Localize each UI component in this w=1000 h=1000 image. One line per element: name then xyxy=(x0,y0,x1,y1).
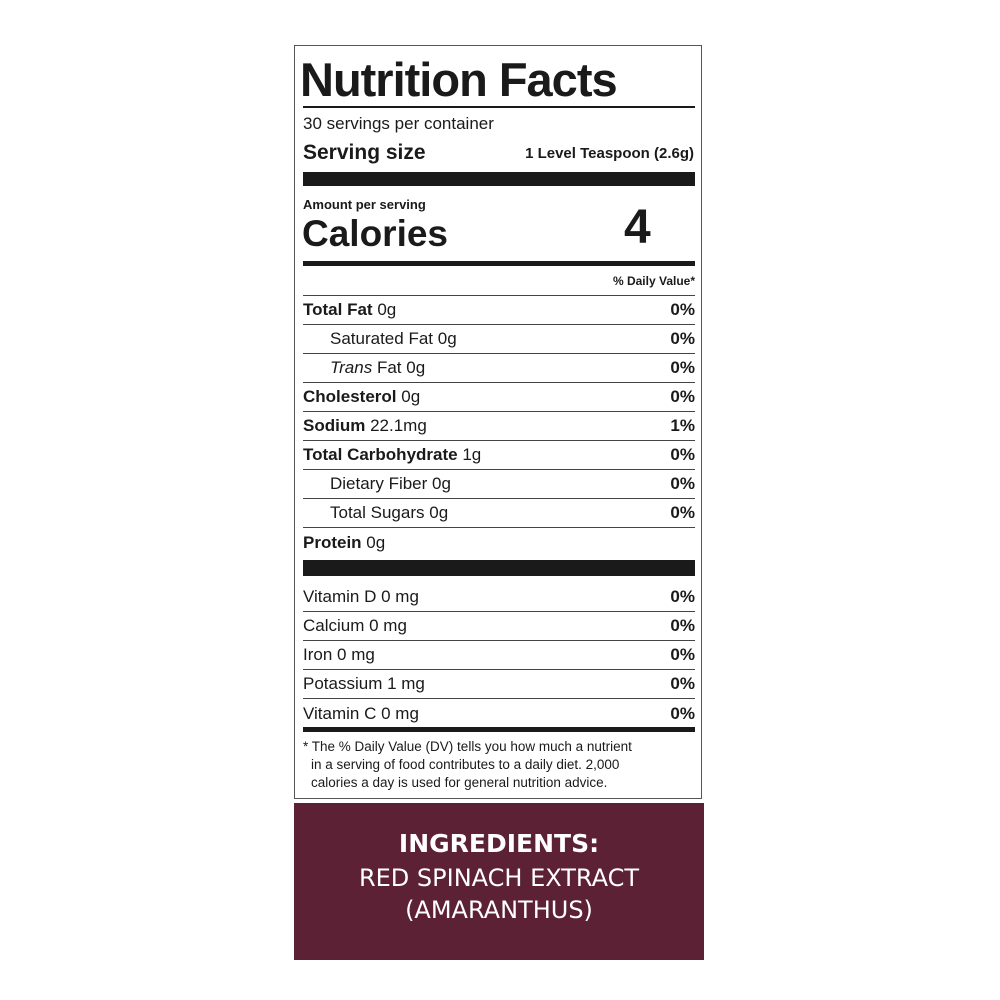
calories-label: Calories xyxy=(302,213,449,254)
nutrient-amount: 0g xyxy=(401,387,421,406)
vitamin-row: Vitamin D 0 mg 0% xyxy=(303,583,695,612)
vitamin-row: Potassium 1 mg 0% xyxy=(303,670,695,699)
ingredients-line: (AMARANTHUS) xyxy=(405,896,593,924)
footnote: * The % Daily Value (DV) tells you how m… xyxy=(303,738,695,792)
nutrient-row: Saturated Fat 0g 0% xyxy=(303,325,695,354)
nutrient-row: Total Carbohydrate 1g 0% xyxy=(303,441,695,470)
daily-value: 1% xyxy=(670,416,695,435)
nutrient-amount: 0g xyxy=(406,358,426,377)
vitamin-row: Iron 0 mg 0% xyxy=(303,641,695,670)
daily-value: 0% xyxy=(670,587,695,606)
daily-value: 0% xyxy=(670,300,695,319)
nutrient-name: Total Fat xyxy=(303,300,373,319)
nutrient-amount: 0g xyxy=(432,474,451,493)
nutrient-row: Trans Fat 0g 0% xyxy=(303,354,695,383)
daily-value: 0% xyxy=(670,387,695,406)
thick-rule xyxy=(303,172,695,186)
vitamin-row: Vitamin C 0 mg 0% xyxy=(303,699,695,728)
nutrient-amount: 0g xyxy=(377,300,397,319)
nutrient-name-italic: Trans xyxy=(330,358,373,377)
vitamin: Potassium 1 mg xyxy=(303,674,425,693)
daily-value: 0% xyxy=(670,329,695,348)
daily-value: 0% xyxy=(670,674,695,693)
ingredients-heading: INGREDIENTS: xyxy=(398,829,600,858)
nutrient-row: Sodium 22.1mg 1% xyxy=(303,412,695,441)
nutrient-amount: 0g xyxy=(429,503,449,522)
daily-value: 0% xyxy=(670,474,695,493)
serving-size-label: Serving size xyxy=(303,141,426,164)
nutrient-row: Dietary Fiber 0g 0% xyxy=(303,470,695,499)
rule xyxy=(303,727,695,732)
daily-value: 0% xyxy=(670,503,695,522)
rule xyxy=(303,295,695,296)
nutrient-row: Total Fat 0g 0% xyxy=(303,296,695,325)
title: Nutrition Facts xyxy=(300,53,618,106)
daily-value: 0% xyxy=(670,645,695,664)
nutrient-row: Cholesterol 0g 0% xyxy=(303,383,695,412)
label-box xyxy=(294,45,702,799)
daily-value: 0% xyxy=(670,703,695,723)
footnote-line: calories a day is used for general nutri… xyxy=(311,775,608,790)
vitamin: Calcium 0 mg xyxy=(303,616,407,635)
nutrient-name: Protein xyxy=(303,532,362,552)
serving-size-value: 1 Level Teaspoon (2.6g) xyxy=(525,145,694,162)
nutrient-row: Total Sugars 0g 0% xyxy=(303,499,695,528)
nutrient-name: Sodium xyxy=(303,416,366,435)
vitamin: Vitamin D 0 mg xyxy=(303,587,419,606)
rule xyxy=(303,106,695,108)
nutrient-amount: 22.1mg xyxy=(370,416,427,435)
rule xyxy=(303,261,695,266)
ingredients-panel: INGREDIENTS: RED SPINACH EXTRACT (AMARAN… xyxy=(294,803,704,960)
thick-rule xyxy=(303,560,695,576)
nutrient-name: Fat xyxy=(376,358,402,377)
nutrient-amount: 0g xyxy=(366,532,386,552)
nutrient-name: Total Carbohydrate xyxy=(303,445,458,464)
nutrient-name: Total Sugars xyxy=(330,503,425,522)
vitamin: Vitamin C 0 mg xyxy=(303,703,419,723)
footnote-line: in a serving of food contributes to a da… xyxy=(311,757,620,772)
calories-value: 4 xyxy=(624,201,651,254)
nutrient-name: Dietary Fiber xyxy=(330,474,428,493)
daily-value: 0% xyxy=(670,445,695,464)
nutrient-amount: 1g xyxy=(462,445,482,464)
nutrient-amount: 0g xyxy=(437,329,457,348)
vitamin: Iron 0 mg xyxy=(303,645,375,664)
nutrient-row: Protein 0g xyxy=(303,528,695,557)
ingredients-line: RED SPINACH EXTRACT xyxy=(358,864,640,892)
nutrient-name: Saturated Fat xyxy=(330,329,434,348)
daily-value-header: % Daily Value* xyxy=(612,274,695,288)
daily-value: 0% xyxy=(670,358,695,377)
daily-value: 0% xyxy=(670,616,695,635)
footnote-line: * The % Daily Value (DV) tells you how m… xyxy=(303,739,632,754)
amount-per-serving: Amount per serving xyxy=(303,197,426,212)
vitamin-row: Calcium 0 mg 0% xyxy=(303,612,695,641)
nutrient-name: Cholesterol xyxy=(303,387,397,406)
servings: 30 servings per container xyxy=(303,114,494,133)
